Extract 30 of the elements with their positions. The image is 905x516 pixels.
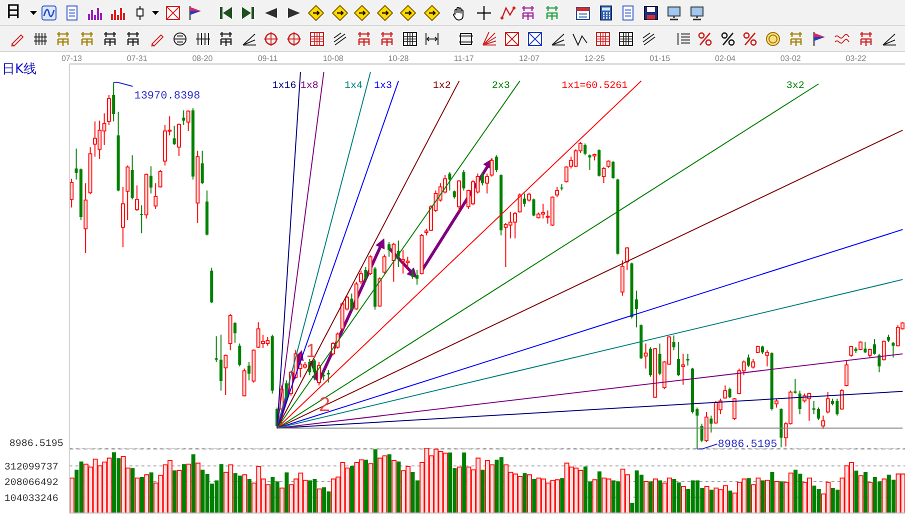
x-tick-label: 07-31	[126, 54, 148, 63]
annotation: 8986.5195	[718, 439, 778, 451]
x-tick-label: 10-08	[322, 54, 344, 63]
chart-title: 日K线	[2, 62, 37, 77]
y-tick-label: 104033246	[4, 494, 58, 505]
x-tick-label: 02-04	[715, 54, 736, 63]
y-tick-label: 208066492	[4, 478, 58, 490]
x-tick-label: 03-22	[846, 54, 867, 63]
series-label: 1x3	[374, 81, 392, 92]
series-label: 1x4	[344, 81, 363, 92]
text: 日	[6, 3, 21, 20]
x-tick-label: 01-15	[650, 54, 671, 63]
series-label: 3x2	[786, 81, 804, 92]
x-tick-label: 12-25	[584, 54, 606, 63]
annotation: 1	[306, 341, 317, 362]
series-label: 1x1=60.5261	[562, 81, 628, 92]
annotation: 13970.8398	[134, 90, 200, 102]
series-label: 1x2	[432, 81, 451, 92]
x-tick-label: 11-17	[454, 54, 474, 63]
ref-line-label: 8986.5195	[9, 439, 64, 450]
x-tick-label: 09-11	[258, 54, 278, 63]
series-label: 1x16	[272, 81, 296, 92]
x-tick-label: 03-02	[780, 54, 802, 63]
x-tick-label: 08-20	[192, 54, 214, 63]
series-label: 1x8	[300, 81, 318, 92]
x-tick-label: 12-07	[518, 54, 540, 63]
x-tick-label: 10-28	[388, 54, 410, 63]
y-tick-label: 312099737	[4, 462, 58, 474]
x-tick-label: 07-13	[62, 54, 83, 63]
series-label: 2x3	[492, 81, 510, 92]
